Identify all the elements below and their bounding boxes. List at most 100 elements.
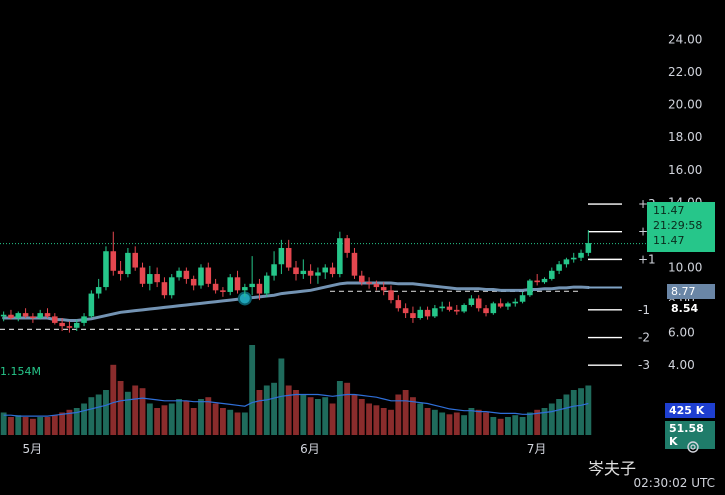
candle-body — [117, 270, 124, 275]
volume-bar — [336, 381, 343, 435]
price-tick-label: 24.00 — [668, 33, 702, 47]
volume-bar — [271, 382, 277, 435]
candle-body — [373, 283, 380, 288]
candle-body — [439, 306, 445, 309]
volume-bar — [95, 394, 102, 435]
candle-body — [147, 274, 153, 284]
candle-body — [432, 308, 438, 317]
candle-body — [563, 259, 570, 265]
price-tick-label: 18.00 — [668, 130, 702, 144]
candle-body — [388, 290, 394, 301]
volume-bar — [132, 385, 139, 435]
candle-body — [315, 272, 321, 276]
volume-bar — [505, 417, 511, 435]
candle-body — [541, 278, 548, 283]
candle-body — [110, 251, 117, 271]
volume-bar — [219, 408, 226, 435]
candle-body — [475, 298, 482, 309]
candle-body — [227, 277, 233, 292]
candle-body — [0, 314, 7, 317]
volume-bar — [322, 397, 329, 435]
volume-bar — [51, 415, 58, 435]
ma-value-badge: 8.77 — [667, 284, 715, 299]
price-tick-label: 22.00 — [668, 65, 702, 79]
candle-body — [37, 313, 43, 319]
gear-icon[interactable] — [686, 440, 700, 454]
candle-body — [154, 274, 160, 283]
volume-bar — [490, 417, 497, 435]
candle-body — [271, 264, 277, 276]
candles[interactable] — [0, 230, 592, 333]
volume-bar — [176, 399, 182, 435]
candle-body — [380, 287, 387, 291]
volume-bar — [263, 385, 270, 435]
volume-bar — [402, 390, 409, 435]
candle-body — [22, 313, 29, 317]
volume-bar — [249, 345, 256, 435]
candle-body — [446, 306, 453, 310]
volume-bar — [373, 405, 380, 435]
candle-body — [168, 277, 175, 296]
level-label: -1 — [638, 303, 650, 317]
volume-bar — [161, 405, 168, 435]
time-axis[interactable]: 5月 6月 7月 — [22, 442, 546, 456]
candle-body — [198, 267, 204, 286]
candle-body — [497, 303, 504, 307]
candle-body — [424, 309, 431, 317]
volume-bar — [556, 399, 563, 435]
candle-body — [402, 308, 409, 314]
volume-bar — [468, 408, 475, 435]
candle-body — [337, 238, 343, 275]
level-value-badge: 8.54 — [667, 301, 715, 316]
volume-bar — [548, 403, 555, 435]
candle-body — [161, 282, 168, 296]
volume-bar — [139, 388, 146, 435]
volume-bar — [417, 403, 424, 435]
volume-bar — [351, 394, 358, 435]
candle-body — [44, 313, 51, 317]
volume-bar — [578, 388, 584, 435]
candle-body — [519, 295, 526, 302]
volume-bar — [146, 403, 153, 435]
candle-body — [176, 270, 182, 278]
volume-bar — [190, 408, 197, 435]
candle-body — [220, 290, 226, 292]
level-label: +1 — [638, 252, 656, 266]
price-tick-label: 16.00 — [668, 163, 702, 177]
candle-body — [410, 313, 416, 319]
candle-body — [578, 252, 584, 258]
volume-bar — [81, 403, 87, 435]
volume-bar — [293, 390, 299, 435]
candle-body — [8, 314, 14, 319]
candle-body — [242, 287, 248, 291]
candle-body — [322, 267, 329, 273]
level-label: -2 — [638, 331, 650, 345]
candle-body — [249, 283, 255, 288]
candle-body — [454, 309, 460, 312]
candle-body — [307, 270, 314, 276]
candle-body — [81, 316, 87, 323]
volume-bar — [285, 385, 292, 435]
candle-body — [190, 278, 197, 286]
volume-bar — [307, 397, 314, 435]
volume-bar — [212, 403, 219, 435]
volume-bar — [329, 403, 336, 435]
candle-body — [505, 303, 511, 307]
volume-bar — [124, 391, 131, 435]
price-tick-label: 4.00 — [668, 358, 695, 372]
volume-bar — [453, 412, 460, 435]
volume-bar — [15, 415, 22, 435]
volume-bar — [541, 408, 548, 435]
volume-bar — [570, 390, 577, 435]
month-tick-label: 7月 — [527, 442, 547, 456]
candle-body — [556, 264, 562, 271]
candle-body — [417, 309, 424, 319]
candle-body — [285, 247, 292, 268]
volume-bar — [227, 409, 234, 435]
volume-bar — [154, 408, 161, 435]
volume-badge: 51.58 K — [665, 421, 715, 449]
volume-bar — [88, 397, 95, 435]
candle-body — [73, 322, 80, 328]
volume-bar — [431, 409, 438, 435]
